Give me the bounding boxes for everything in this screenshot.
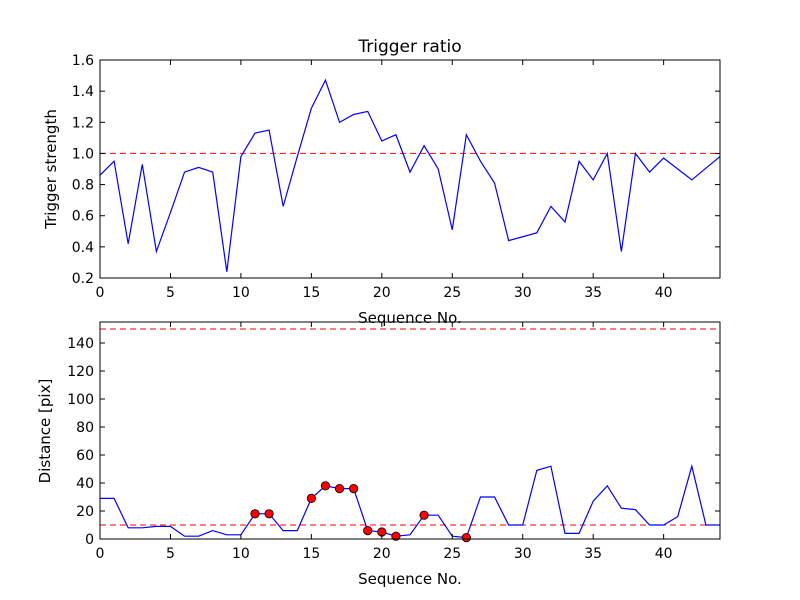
y-tick-label: 40 [76, 476, 94, 492]
x-tick-label: 20 [373, 285, 391, 301]
y-tick-label: 100 [67, 392, 94, 408]
y-tick-label: 1.2 [72, 115, 94, 131]
x-tick-label: 5 [166, 285, 175, 301]
x-tick-label: 0 [96, 546, 105, 562]
x-tick-label: 15 [302, 546, 320, 562]
x-axis-label: Sequence No. [358, 309, 462, 327]
trigger-ratio-chart: Trigger ratio 0 5 10 15 20 25 30 35 40 0.2 0.4 0.6 0… [42, 37, 721, 327]
x-tick-label: 5 [166, 546, 175, 562]
x-tick-label: 30 [514, 285, 532, 301]
data-point [349, 483, 359, 494]
x-tick-label: 30 [514, 546, 532, 562]
data-point [320, 481, 331, 491]
x-tick-label: 15 [302, 285, 320, 301]
data-point [306, 493, 316, 503]
x-axis-label: Sequence No. [358, 570, 462, 588]
x-tick-label: 10 [232, 285, 250, 301]
y-axis-label: Distance [pix] [36, 379, 54, 484]
y-tick-label: 1.4 [72, 84, 94, 100]
y-tick-label: 120 [67, 364, 94, 380]
data-point [391, 531, 401, 541]
y-tick-label: 140 [67, 336, 94, 352]
y-tick-label: 0.6 [72, 209, 94, 225]
x-tick-label: 10 [232, 546, 250, 562]
y-tick-label: 0.2 [72, 271, 94, 287]
y-tick-label: 0 [85, 532, 94, 548]
y-tick-label: 0.4 [72, 240, 94, 256]
distance-chart: 0 5 10 15 20 25 30 35 40 0 20 40 60 80 100 120 140 Seque… [36, 321, 721, 588]
x-tick-label: 0 [96, 285, 105, 301]
y-tick-label: 0.8 [72, 178, 94, 194]
chart-title: Trigger ratio [357, 37, 461, 57]
x-tick-label: 35 [584, 546, 602, 562]
x-tick-label: 40 [655, 546, 673, 562]
y-tick-label: 60 [76, 448, 94, 464]
plot-frame [99, 59, 721, 279]
y-axis-label: Trigger strength [42, 109, 60, 230]
x-tick-label: 20 [373, 546, 391, 562]
data-point [461, 532, 471, 543]
y-tick-label: 1.0 [72, 146, 94, 162]
data-point [419, 510, 429, 520]
y-tick-label: 1.6 [72, 53, 94, 69]
y-tick-label: 80 [76, 420, 94, 436]
data-point [264, 509, 274, 519]
data-point [334, 483, 345, 494]
series-line [100, 463, 720, 539]
x-tick-label: 35 [584, 285, 602, 301]
x-tick-label: 25 [443, 285, 461, 301]
x-tick-label: 25 [443, 546, 461, 562]
y-tick-label: 20 [76, 504, 94, 520]
series-line [99, 78, 721, 272]
plot-frame [99, 321, 721, 540]
x-tick-label: 40 [655, 285, 673, 301]
data-point [250, 509, 260, 519]
data-point [363, 525, 373, 536]
